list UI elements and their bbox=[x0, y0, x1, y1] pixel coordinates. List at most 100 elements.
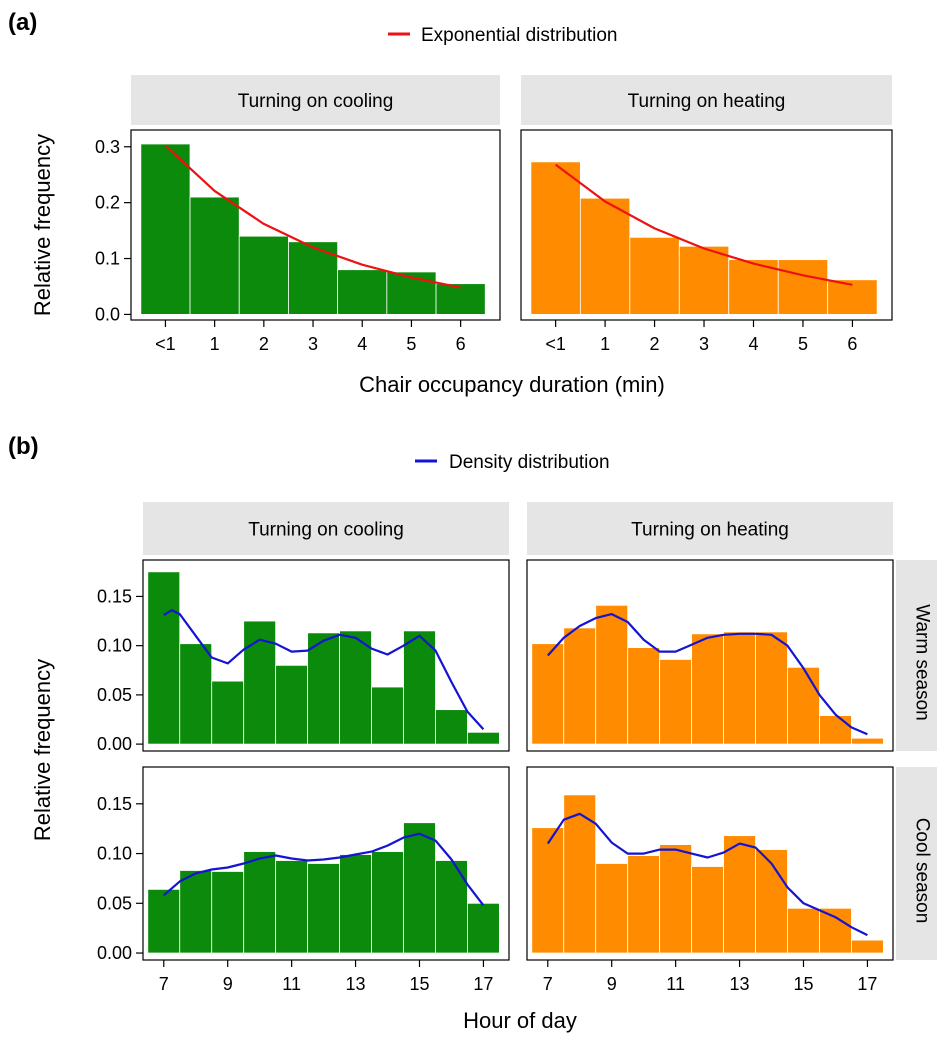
x-tick-label: 6 bbox=[847, 334, 857, 354]
y-tick-label: 0.00 bbox=[97, 943, 132, 963]
facet-row-strip bbox=[896, 560, 937, 751]
x-tick-label: 4 bbox=[748, 334, 758, 354]
x-tick-label: 13 bbox=[346, 974, 366, 994]
bar bbox=[435, 860, 468, 954]
facet-strip-label: Turning on heating bbox=[628, 91, 786, 112]
facet-strip-label: Turning on cooling bbox=[238, 91, 394, 112]
x-tick-label: 15 bbox=[409, 974, 429, 994]
bar bbox=[467, 902, 500, 954]
bar bbox=[307, 863, 340, 954]
x-tick-label: 2 bbox=[650, 334, 660, 354]
bar bbox=[307, 632, 340, 745]
x-tick-label: 9 bbox=[223, 974, 233, 994]
bar bbox=[371, 851, 404, 954]
bar bbox=[386, 271, 437, 315]
bar bbox=[851, 737, 884, 745]
bar bbox=[678, 245, 730, 315]
x-tick-label: 9 bbox=[607, 974, 617, 994]
panel-2: Turning on heating <1 1 2 3 4 5 6 bbox=[520, 75, 893, 354]
bar bbox=[851, 939, 884, 954]
bar bbox=[691, 633, 724, 745]
x-tick-label: 17 bbox=[857, 974, 877, 994]
x-tick-label: 1 bbox=[210, 334, 220, 354]
bar bbox=[147, 571, 181, 745]
x-tick-label: 3 bbox=[308, 334, 318, 354]
xlabel-a: Chair occupancy duration (min) bbox=[359, 372, 665, 397]
bar bbox=[579, 197, 631, 315]
bar bbox=[435, 709, 468, 745]
row-strip-2: Cool season bbox=[896, 767, 937, 960]
x-tick-label: 13 bbox=[730, 974, 750, 994]
legend-b-label: Density distribution bbox=[449, 452, 610, 473]
bar bbox=[691, 866, 724, 954]
bar bbox=[659, 659, 693, 745]
facet-strip-label: Turning on cooling bbox=[248, 520, 404, 541]
panel-border bbox=[142, 559, 510, 752]
x-tick-label: 15 bbox=[793, 974, 813, 994]
y-tick-label: 0.00 bbox=[97, 734, 132, 754]
bar bbox=[339, 630, 372, 745]
facet-strip bbox=[521, 75, 892, 125]
bar bbox=[243, 851, 277, 954]
bar bbox=[659, 844, 693, 954]
bar bbox=[787, 666, 820, 745]
row-strip-1: Warm season bbox=[896, 560, 937, 751]
y-tick-label: 0.3 bbox=[95, 137, 120, 157]
x-tick-label: 5 bbox=[798, 334, 808, 354]
bar bbox=[275, 860, 309, 954]
series-line bbox=[546, 612, 868, 736]
bar bbox=[755, 631, 788, 745]
bar bbox=[627, 647, 661, 745]
y-tick-label: 0.10 bbox=[97, 844, 132, 864]
facet-row-strip bbox=[896, 767, 937, 960]
bar bbox=[787, 907, 820, 954]
panel-border bbox=[526, 766, 894, 961]
x-tick-label: <1 bbox=[155, 334, 176, 354]
panel-4: Turning on heating bbox=[526, 502, 894, 752]
series-line bbox=[163, 609, 485, 731]
bar bbox=[371, 686, 404, 745]
bar bbox=[435, 283, 486, 315]
bar bbox=[827, 279, 878, 315]
panel-border bbox=[526, 559, 894, 752]
bar bbox=[140, 143, 191, 315]
bar bbox=[189, 196, 240, 315]
facet-strip-label: Turning on heating bbox=[631, 520, 789, 541]
bar bbox=[275, 664, 309, 745]
ylabel-a: Relative frequency bbox=[30, 134, 55, 316]
facet-strip bbox=[131, 75, 500, 125]
x-tick-label: <1 bbox=[545, 334, 566, 354]
panel-5: 0.00 0.05 0.10 0.15 7 9 11 13 15 17 bbox=[97, 766, 510, 994]
bar bbox=[238, 235, 289, 315]
bar bbox=[595, 604, 629, 745]
facet-strip bbox=[527, 502, 893, 555]
x-tick-label: 7 bbox=[543, 974, 553, 994]
bar bbox=[403, 822, 436, 954]
x-tick-label: 4 bbox=[357, 334, 367, 354]
bar bbox=[531, 643, 565, 745]
panel-6: 7 9 11 13 15 17 bbox=[526, 766, 894, 994]
y-tick-label: 0.05 bbox=[97, 685, 132, 705]
x-tick-label: 11 bbox=[282, 974, 301, 994]
legend-a-label: Exponential distribution bbox=[421, 25, 617, 46]
bar bbox=[819, 715, 852, 745]
ylabel-b: Relative frequency bbox=[30, 659, 55, 841]
panel-border bbox=[520, 129, 893, 321]
bar bbox=[723, 835, 756, 954]
panel-label-b: (b) bbox=[8, 433, 39, 460]
bar bbox=[530, 161, 581, 315]
panel-3: Turning on cooling 0.00 0.05 0.10 0.15 bbox=[97, 502, 510, 754]
bar bbox=[211, 680, 245, 745]
panel-1: Turning on cooling 0.0 0.1 0.2 0.3 <1 1 2 3 4 5 6 bbox=[95, 75, 501, 354]
facet-row-strip-label: Cool season bbox=[912, 818, 933, 924]
x-tick-label: 3 bbox=[699, 334, 709, 354]
xlabel-b: Hour of day bbox=[463, 1008, 577, 1033]
bar bbox=[755, 849, 788, 954]
y-tick-label: 0.2 bbox=[95, 193, 120, 213]
bar bbox=[819, 907, 852, 954]
y-tick-label: 0.1 bbox=[95, 249, 120, 269]
x-tick-label: 17 bbox=[473, 974, 493, 994]
x-tick-label: 6 bbox=[456, 334, 466, 354]
